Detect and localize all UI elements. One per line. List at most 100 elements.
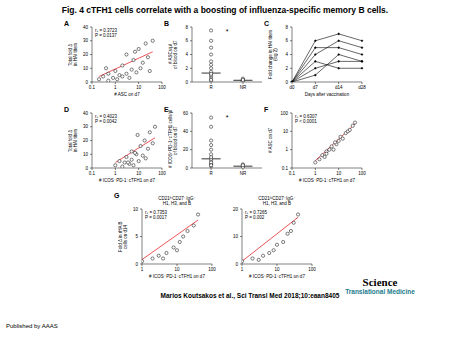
svg-text:1: 1 xyxy=(241,267,244,272)
html-text:Marios Koutsakos et al., Sci T: Marios Koutsakos et al., Sci Transl Med … xyxy=(160,292,340,299)
svg-text:5: 5 xyxy=(135,234,138,239)
html-text:C: C xyxy=(264,20,270,27)
svg-text:30: 30 xyxy=(83,38,89,43)
svg-text:100: 100 xyxy=(158,171,166,176)
html-text:A: A xyxy=(64,20,70,27)
svg-text:8: 8 xyxy=(285,25,288,30)
svg-text:10: 10 xyxy=(136,171,142,176)
svg-text:2: 2 xyxy=(285,66,288,71)
html-text:of blood on d7: of blood on d7 xyxy=(173,40,178,69)
svg-text:R: R xyxy=(209,171,213,176)
svg-text:10: 10 xyxy=(283,129,289,134)
svg-text:0.1: 0.1 xyxy=(89,171,96,176)
html-text:rₛ = 0.7353: rₛ = 0.7353 xyxy=(145,210,168,215)
svg-text:0: 0 xyxy=(135,262,138,267)
html-text:P = 0.0137: P = 0.0137 xyxy=(95,33,117,38)
html-text:Science: Science xyxy=(362,276,398,288)
svg-text:0: 0 xyxy=(85,166,88,171)
html-text:rₛ = 0.6307: rₛ = 0.6307 xyxy=(295,114,318,119)
svg-text:0.1: 0.1 xyxy=(282,166,289,171)
svg-text:20: 20 xyxy=(183,147,189,152)
html-text:# ICOS⁺PD-1⁺cTFH1 on d7: # ICOS⁺PD-1⁺cTFH1 on d7 xyxy=(149,274,205,279)
svg-text:10: 10 xyxy=(83,66,89,71)
html-text:B: B xyxy=(164,20,170,27)
svg-text:1: 1 xyxy=(285,147,288,152)
svg-text:d7: d7 xyxy=(313,85,319,90)
svg-text:10: 10 xyxy=(133,207,139,212)
html-text:Days after vaccination: Days after vaccination xyxy=(304,92,350,97)
html-text:in HAI titers: in HAI titers xyxy=(73,42,78,67)
svg-text:10: 10 xyxy=(136,85,142,90)
svg-text:0: 0 xyxy=(235,262,238,267)
html-text:# ICOS⁺PD-1⁺cTFH1 cells/µl: # ICOS⁺PD-1⁺cTFH1 cells/µl xyxy=(168,109,173,168)
html-text:P < 0.0001: P < 0.0001 xyxy=(295,119,317,124)
svg-text:40: 40 xyxy=(83,111,89,116)
svg-text:100: 100 xyxy=(158,85,166,90)
svg-text:40: 40 xyxy=(83,25,89,30)
svg-text:1: 1 xyxy=(114,85,117,90)
html-text:F: F xyxy=(264,106,269,113)
svg-text:10: 10 xyxy=(274,267,280,272)
html-text:CD21ʰⁱCD27⁺IgG⁺: CD21ʰⁱCD27⁺IgG⁺ xyxy=(158,196,196,201)
html-text:Fold change in HAI titers: Fold change in HAI titers xyxy=(268,29,273,80)
html-text:D: D xyxy=(64,106,70,113)
svg-text:10: 10 xyxy=(336,171,342,176)
svg-text:0: 0 xyxy=(285,80,288,85)
html-text:Fig. 4 cTFH1 cells correlate w: Fig. 4 cTFH1 cells correlate with a boos… xyxy=(61,5,389,15)
svg-text:100: 100 xyxy=(308,267,316,272)
html-text:(log 2): (log 2) xyxy=(273,48,278,61)
svg-text:1: 1 xyxy=(141,267,144,272)
svg-text:30: 30 xyxy=(83,124,89,129)
html-text:Translational Medicine: Translational Medicine xyxy=(345,288,415,295)
svg-text:2: 2 xyxy=(185,66,188,71)
svg-text:NR: NR xyxy=(240,85,247,90)
svg-text:6: 6 xyxy=(185,38,188,43)
html-text:rₛ = 0.4023: rₛ = 0.4023 xyxy=(95,114,118,119)
html-text:# ASCs/µl: # ASCs/µl xyxy=(168,44,173,65)
svg-text:100: 100 xyxy=(358,171,366,176)
svg-text:0.1: 0.1 xyxy=(89,85,96,90)
svg-text:20: 20 xyxy=(83,138,89,143)
svg-text:40: 40 xyxy=(183,129,189,134)
html-text:Fold Δ in rHA B: Fold Δ in rHA B xyxy=(118,221,123,252)
svg-text:0: 0 xyxy=(85,80,88,85)
svg-text:20: 20 xyxy=(83,52,89,57)
svg-text:4: 4 xyxy=(185,52,188,57)
svg-text:4: 4 xyxy=(285,52,288,57)
svg-text:100: 100 xyxy=(280,111,288,116)
svg-text:20: 20 xyxy=(233,207,239,212)
html-text:Published by AAAS: Published by AAAS xyxy=(6,323,58,329)
html-text:# ICOS⁺PD-1⁺cTFH1 on d7: # ICOS⁺PD-1⁺cTFH1 on d7 xyxy=(299,178,355,183)
svg-text:0.1: 0.1 xyxy=(289,171,296,176)
svg-text:10: 10 xyxy=(83,152,89,157)
svg-text:6: 6 xyxy=(285,38,288,43)
html-text:cells on d14: cells on d14 xyxy=(123,224,128,249)
html-text:H1, H3, and B: H1, H3, and B xyxy=(162,201,192,206)
html-text:in HAI titers: in HAI titers xyxy=(73,128,78,153)
html-text:# ICOS⁺PD-1⁺cTFH1 on d7: # ICOS⁺PD-1⁺cTFH1 on d7 xyxy=(99,178,155,183)
html-text:# ASC on d7: # ASC on d7 xyxy=(268,127,273,154)
svg-text:0: 0 xyxy=(185,166,188,171)
html-text:P = 0.0017: P = 0.0017 xyxy=(145,215,167,220)
svg-text:8: 8 xyxy=(185,25,188,30)
html-text:Total fold Δ: Total fold Δ xyxy=(68,129,73,152)
svg-text:1: 1 xyxy=(114,171,117,176)
svg-text:100: 100 xyxy=(208,267,216,272)
html-text:of blood on d7: of blood on d7 xyxy=(173,126,178,155)
svg-text:R: R xyxy=(209,85,213,90)
html-text:P = 0.0042: P = 0.0042 xyxy=(95,119,117,124)
html-text:G: G xyxy=(114,192,120,199)
svg-text:d14: d14 xyxy=(335,85,343,90)
svg-text:10: 10 xyxy=(174,267,180,272)
html-text:rₛ = 0.3723: rₛ = 0.3723 xyxy=(95,28,118,33)
svg-text:d0: d0 xyxy=(289,85,295,90)
svg-text:10: 10 xyxy=(233,234,239,239)
svg-text:0: 0 xyxy=(185,80,188,85)
svg-text:d28: d28 xyxy=(358,85,366,90)
html-text:E: E xyxy=(164,106,169,113)
html-text:# ASC on d7: # ASC on d7 xyxy=(114,92,140,97)
svg-text:60: 60 xyxy=(183,111,189,116)
html-text:Total fold Δ: Total fold Δ xyxy=(68,43,73,66)
svg-text:NR: NR xyxy=(240,171,247,176)
svg-text:1: 1 xyxy=(314,171,317,176)
